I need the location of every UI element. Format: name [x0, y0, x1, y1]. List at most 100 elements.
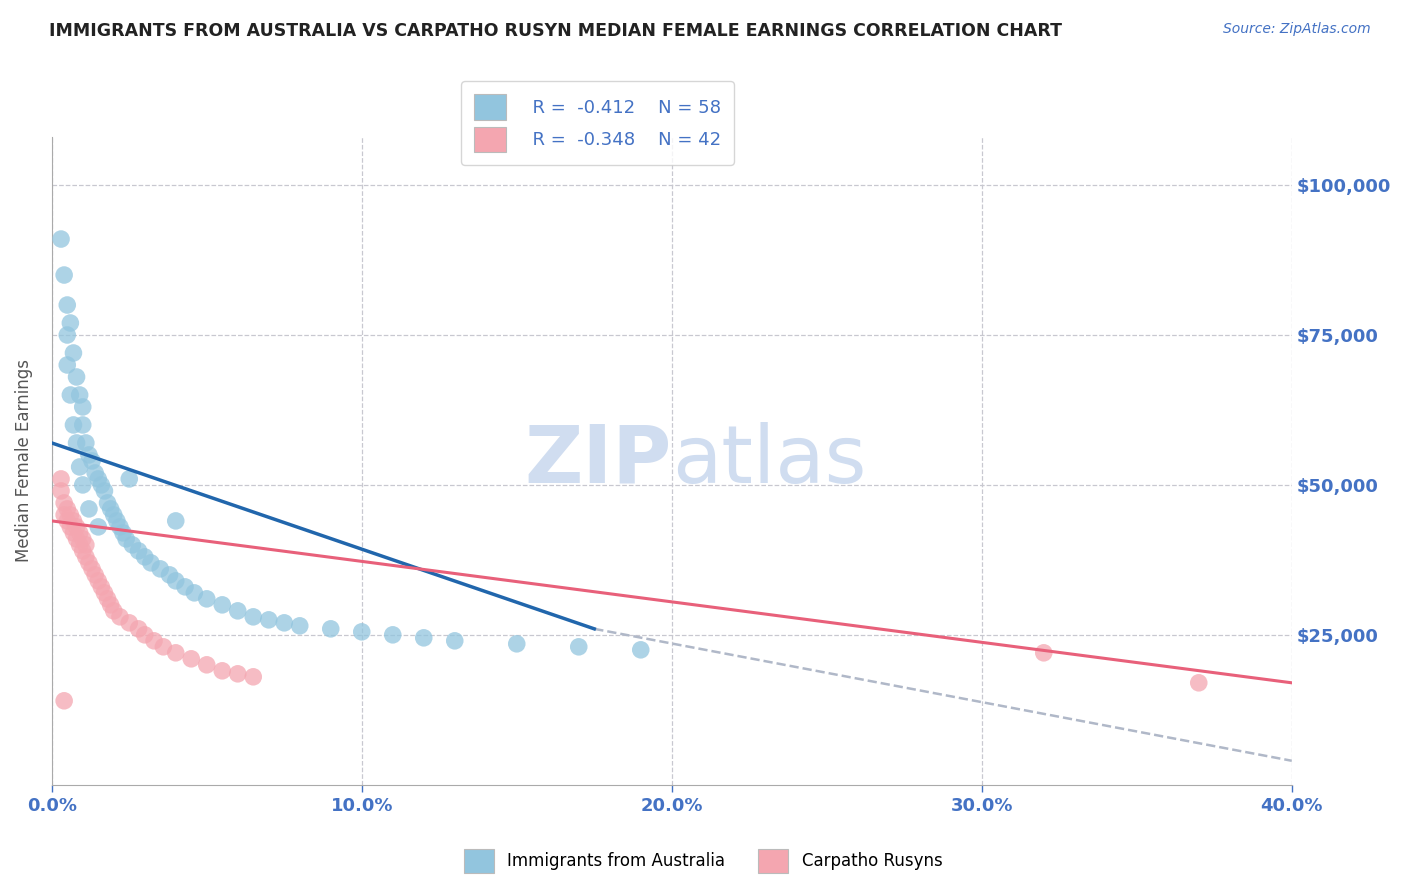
Point	[568, 640, 591, 654]
Point	[195, 591, 218, 606]
Point	[62, 417, 84, 432]
Point	[53, 496, 76, 510]
Point	[80, 562, 103, 576]
Point	[183, 586, 205, 600]
Point	[69, 459, 91, 474]
Point	[77, 502, 100, 516]
Point	[1032, 646, 1054, 660]
Point	[69, 525, 91, 540]
Point	[62, 346, 84, 360]
Point	[84, 567, 107, 582]
Point	[143, 633, 166, 648]
Point	[93, 483, 115, 498]
Point	[118, 615, 141, 630]
Text: Source: ZipAtlas.com: Source: ZipAtlas.com	[1223, 22, 1371, 37]
Point	[49, 232, 72, 246]
Point	[87, 520, 110, 534]
Point	[72, 544, 94, 558]
Point	[165, 646, 187, 660]
Point	[105, 514, 128, 528]
Point	[174, 580, 197, 594]
Point	[630, 643, 652, 657]
Point	[56, 328, 79, 343]
Legend: Immigrants from Australia, Carpatho Rusyns: Immigrants from Australia, Carpatho Rusy…	[457, 842, 949, 880]
Point	[96, 591, 118, 606]
Point	[319, 622, 342, 636]
Point	[65, 520, 87, 534]
Y-axis label: Median Female Earnings: Median Female Earnings	[15, 359, 32, 563]
Point	[69, 538, 91, 552]
Text: ZIP: ZIP	[524, 422, 672, 500]
Point	[53, 268, 76, 282]
Point	[90, 478, 112, 492]
Point	[121, 538, 143, 552]
Point	[96, 496, 118, 510]
Point	[506, 637, 529, 651]
Point	[59, 316, 82, 330]
Point	[59, 520, 82, 534]
Point	[49, 483, 72, 498]
Legend:   R =  -0.412    N = 58,   R =  -0.348    N = 42: R = -0.412 N = 58, R = -0.348 N = 42	[461, 81, 734, 165]
Point	[108, 520, 131, 534]
Point	[211, 598, 233, 612]
Point	[273, 615, 295, 630]
Point	[350, 624, 373, 639]
Point	[1188, 675, 1211, 690]
Text: atlas: atlas	[672, 422, 866, 500]
Point	[103, 604, 125, 618]
Point	[443, 633, 465, 648]
Point	[84, 466, 107, 480]
Point	[69, 388, 91, 402]
Text: IMMIGRANTS FROM AUSTRALIA VS CARPATHO RUSYN MEDIAN FEMALE EARNINGS CORRELATION C: IMMIGRANTS FROM AUSTRALIA VS CARPATHO RU…	[49, 22, 1062, 40]
Point	[257, 613, 280, 627]
Point	[53, 508, 76, 522]
Point	[72, 417, 94, 432]
Point	[100, 502, 122, 516]
Point	[65, 370, 87, 384]
Point	[59, 388, 82, 402]
Point	[128, 544, 150, 558]
Point	[381, 628, 404, 642]
Point	[165, 574, 187, 588]
Point	[75, 436, 97, 450]
Point	[72, 532, 94, 546]
Point	[90, 580, 112, 594]
Point	[128, 622, 150, 636]
Point	[53, 694, 76, 708]
Point	[134, 628, 156, 642]
Point	[288, 619, 311, 633]
Point	[93, 586, 115, 600]
Point	[62, 525, 84, 540]
Point	[149, 562, 172, 576]
Point	[112, 525, 135, 540]
Point	[56, 298, 79, 312]
Point	[87, 472, 110, 486]
Point	[118, 472, 141, 486]
Point	[108, 610, 131, 624]
Point	[56, 358, 79, 372]
Point	[152, 640, 174, 654]
Point	[75, 549, 97, 564]
Point	[87, 574, 110, 588]
Point	[75, 538, 97, 552]
Point	[115, 532, 138, 546]
Point	[56, 514, 79, 528]
Point	[62, 514, 84, 528]
Point	[65, 532, 87, 546]
Point	[72, 400, 94, 414]
Point	[80, 454, 103, 468]
Point	[242, 610, 264, 624]
Point	[412, 631, 434, 645]
Point	[59, 508, 82, 522]
Point	[65, 436, 87, 450]
Point	[226, 666, 249, 681]
Point	[165, 514, 187, 528]
Point	[195, 657, 218, 672]
Point	[56, 502, 79, 516]
Point	[100, 598, 122, 612]
Point	[77, 448, 100, 462]
Point	[49, 472, 72, 486]
Point	[226, 604, 249, 618]
Point	[139, 556, 162, 570]
Point	[72, 478, 94, 492]
